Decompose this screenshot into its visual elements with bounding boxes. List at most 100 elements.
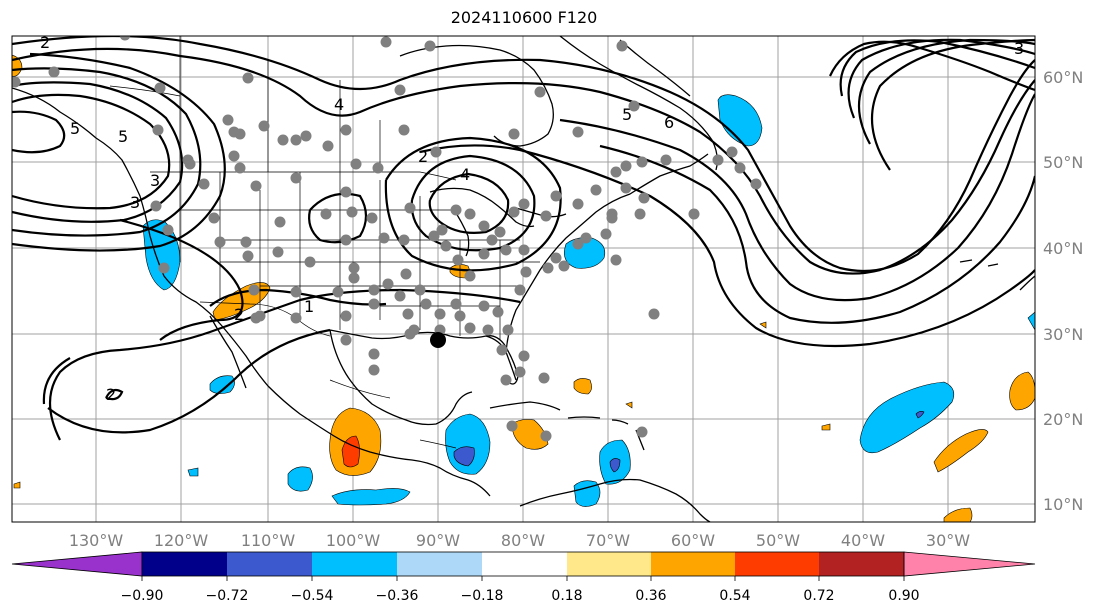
station-dot [380, 36, 392, 48]
colorbar-tick-label: −0.18 [461, 588, 504, 604]
station-dot [158, 262, 170, 274]
contour-label: 4 [460, 165, 470, 184]
station-dot [340, 234, 352, 246]
colorbar-tick-label: 0.72 [803, 588, 834, 604]
colorbar-tick-label: 0.54 [719, 588, 750, 604]
station-dot [258, 120, 270, 132]
contour-label: 2 [40, 33, 50, 52]
station-dot [464, 322, 476, 334]
station-dot [228, 150, 240, 162]
lon-label: 110°W [241, 531, 296, 550]
station-dot [184, 158, 196, 170]
station-dot [12, 76, 21, 88]
station-dot [538, 372, 550, 384]
station-dot [440, 240, 452, 252]
station-dot [542, 262, 554, 274]
lat-label: 50°N [1043, 153, 1083, 172]
station-dot [494, 226, 506, 238]
contour-label: 5 [70, 119, 80, 138]
station-dot [320, 208, 332, 220]
station-dot [277, 134, 289, 146]
station-dot [332, 286, 344, 298]
station-dot [712, 154, 724, 166]
colorbar-segment [142, 552, 227, 576]
station-dot [340, 124, 352, 136]
station-dot [340, 186, 352, 198]
station-dot [628, 100, 640, 112]
station-dot [606, 212, 618, 224]
station-dot [540, 430, 552, 442]
lat-label: 30°N [1043, 325, 1083, 344]
station-dot [398, 124, 410, 136]
station-dot [394, 290, 406, 302]
station-dot [496, 344, 508, 356]
colorbar-segment [482, 552, 567, 576]
station-dot [250, 180, 262, 192]
lon-label: 70°W [586, 531, 630, 550]
colorbar-low-extend [11, 551, 143, 577]
station-dot [348, 272, 360, 284]
station-dot [610, 254, 622, 266]
station-dot [464, 208, 476, 220]
contour-label: 1 [304, 297, 314, 316]
station-dot [208, 212, 220, 224]
colorbar-high-extend [903, 551, 1036, 577]
colorbar-tick-label: −0.36 [376, 588, 419, 604]
station-dot [152, 124, 164, 136]
station-dot [550, 190, 562, 202]
contour-label: 3 [150, 171, 160, 190]
station-dot [222, 114, 234, 126]
lat-label: 40°N [1043, 239, 1083, 258]
station-dot [464, 270, 476, 282]
lon-label: 90°W [416, 531, 460, 550]
station-dot [580, 232, 592, 244]
station-dot [518, 244, 530, 256]
station-dot [368, 348, 380, 360]
station-dot [394, 84, 406, 96]
station-dot [726, 146, 738, 158]
lat-label: 10°N [1043, 495, 1083, 514]
station-dot [734, 162, 746, 174]
contour-label-layer: 2 4 5 6 5 3 4 5 3 2 1 2 2 3 [40, 33, 1024, 404]
station-dot [478, 220, 490, 232]
station-dot [434, 308, 446, 320]
lon-label: 50°W [756, 531, 800, 550]
contour-label: 2 [234, 305, 244, 324]
colorbar-segment [397, 552, 482, 576]
station-dots [12, 36, 762, 442]
station-dot [234, 162, 246, 174]
station-dot [500, 374, 512, 386]
map-frame [11, 35, 1036, 523]
station-dot [119, 36, 131, 41]
station-dot [290, 312, 302, 324]
colorbar-segment [312, 552, 397, 576]
station-dot [492, 306, 504, 318]
station-dot [750, 178, 762, 190]
station-dot [502, 324, 514, 336]
colorbar-tick-label: 0.18 [551, 588, 582, 604]
station-dot [254, 310, 266, 322]
station-dot [348, 262, 360, 274]
station-dot [242, 72, 254, 84]
station-dot [452, 254, 464, 266]
station-dot [382, 278, 394, 290]
station-dot [346, 206, 358, 218]
station-dot [404, 328, 416, 340]
colorbar-segment [819, 552, 904, 576]
station-dot [428, 230, 440, 242]
longitude-axis: 130°W 120°W 110°W 100°W 90°W 80°W 70°W 6… [69, 531, 970, 550]
station-dot [48, 66, 60, 78]
station-dot [648, 308, 660, 320]
station-dot [150, 200, 162, 212]
station-dot [514, 284, 526, 296]
station-dot [404, 202, 416, 214]
colorbar-segment [227, 552, 312, 576]
station-dot [500, 244, 512, 256]
contour-label: 3 [1014, 39, 1024, 58]
station-dot [350, 158, 362, 170]
station-dot [450, 204, 462, 216]
contour-label: 2 [106, 385, 116, 404]
station-dot [508, 206, 520, 218]
station-dot [450, 298, 462, 310]
